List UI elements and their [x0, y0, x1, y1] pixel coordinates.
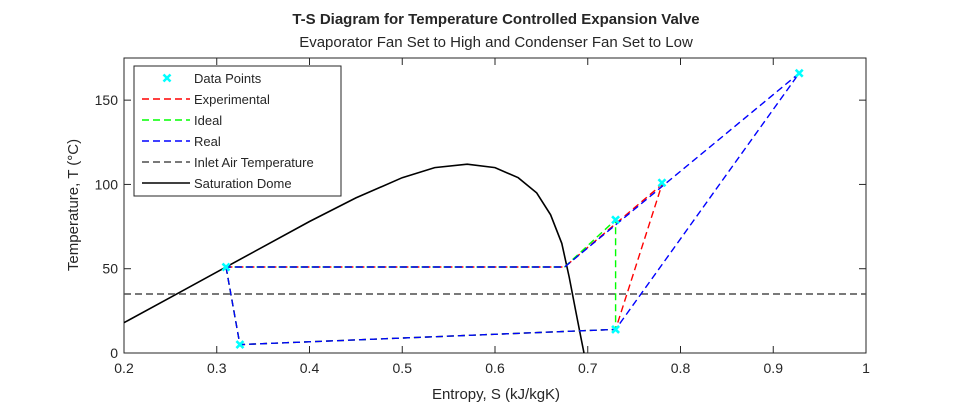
legend-label: Ideal: [194, 113, 222, 128]
x-tick-label: 0.2: [114, 360, 134, 376]
legend: Data Points Experimental Ideal Real Inlet Ai…: [133, 65, 342, 197]
data-point-marker: [235, 340, 245, 349]
series-line-saturation-dome: [124, 163, 585, 353]
data-point-marker: [794, 68, 804, 78]
data-point-marker: [611, 215, 620, 225]
legend-label: Real: [194, 134, 221, 149]
y-tick-label: 0: [110, 345, 118, 361]
legend-label: Experimental: [194, 92, 270, 107]
x-tick-label: 0.9: [764, 360, 784, 376]
data-point-marker: [611, 324, 620, 334]
legend-item-ideal: Ideal: [142, 113, 222, 128]
legend-label: Saturation Dome: [194, 176, 292, 191]
chart-title: T-S Diagram for Temperature Controlled E…: [292, 11, 699, 28]
data-point-marker: [221, 262, 231, 272]
legend-label: Inlet Air Temperature: [194, 155, 314, 170]
y-axis-ticks: 0 50 100 150: [95, 92, 866, 361]
x-tick-label: 0.8: [671, 360, 691, 376]
x-axis-label: Entropy, S (kJ/kgK): [432, 386, 560, 403]
x-tick-label: 0.6: [485, 360, 505, 376]
x-axis-ticks: 0.2 0.3 0.4 0.5 0.6 0.7 0.8 0.9 1: [114, 58, 870, 376]
y-axis-label: Temperature, T (°C): [65, 139, 82, 271]
series-layer: [124, 72, 866, 353]
x-tick-label: 0.3: [207, 360, 227, 376]
series-line-ideal: [225, 218, 617, 346]
x-tick-label: 1: [862, 360, 870, 376]
chart-subtitle: Evaporator Fan Set to High and Condenser…: [299, 34, 693, 51]
x-tick-label: 0.4: [300, 360, 320, 376]
legend-item-data-points: Data Points: [162, 71, 262, 86]
y-tick-label: 100: [95, 176, 119, 192]
legend-item-saturation-dome: Saturation Dome: [142, 176, 292, 191]
legend-label: Data Points: [194, 71, 262, 86]
legend-box: [133, 65, 342, 197]
data-point-marker: [657, 178, 667, 188]
legend-item-experimental: Experimental: [142, 92, 270, 107]
series-line-experimental: [225, 182, 664, 346]
legend-swatch-marker: [162, 73, 172, 83]
x-tick-label: 0.5: [393, 360, 413, 376]
legend-item-real: Real: [142, 134, 221, 149]
marker-layer: [221, 68, 804, 349]
legend-item-inlet-air-temperature: Inlet Air Temperature: [142, 155, 314, 170]
y-tick-label: 50: [102, 261, 118, 277]
x-tick-label: 0.7: [578, 360, 598, 376]
y-tick-label: 150: [95, 92, 119, 108]
